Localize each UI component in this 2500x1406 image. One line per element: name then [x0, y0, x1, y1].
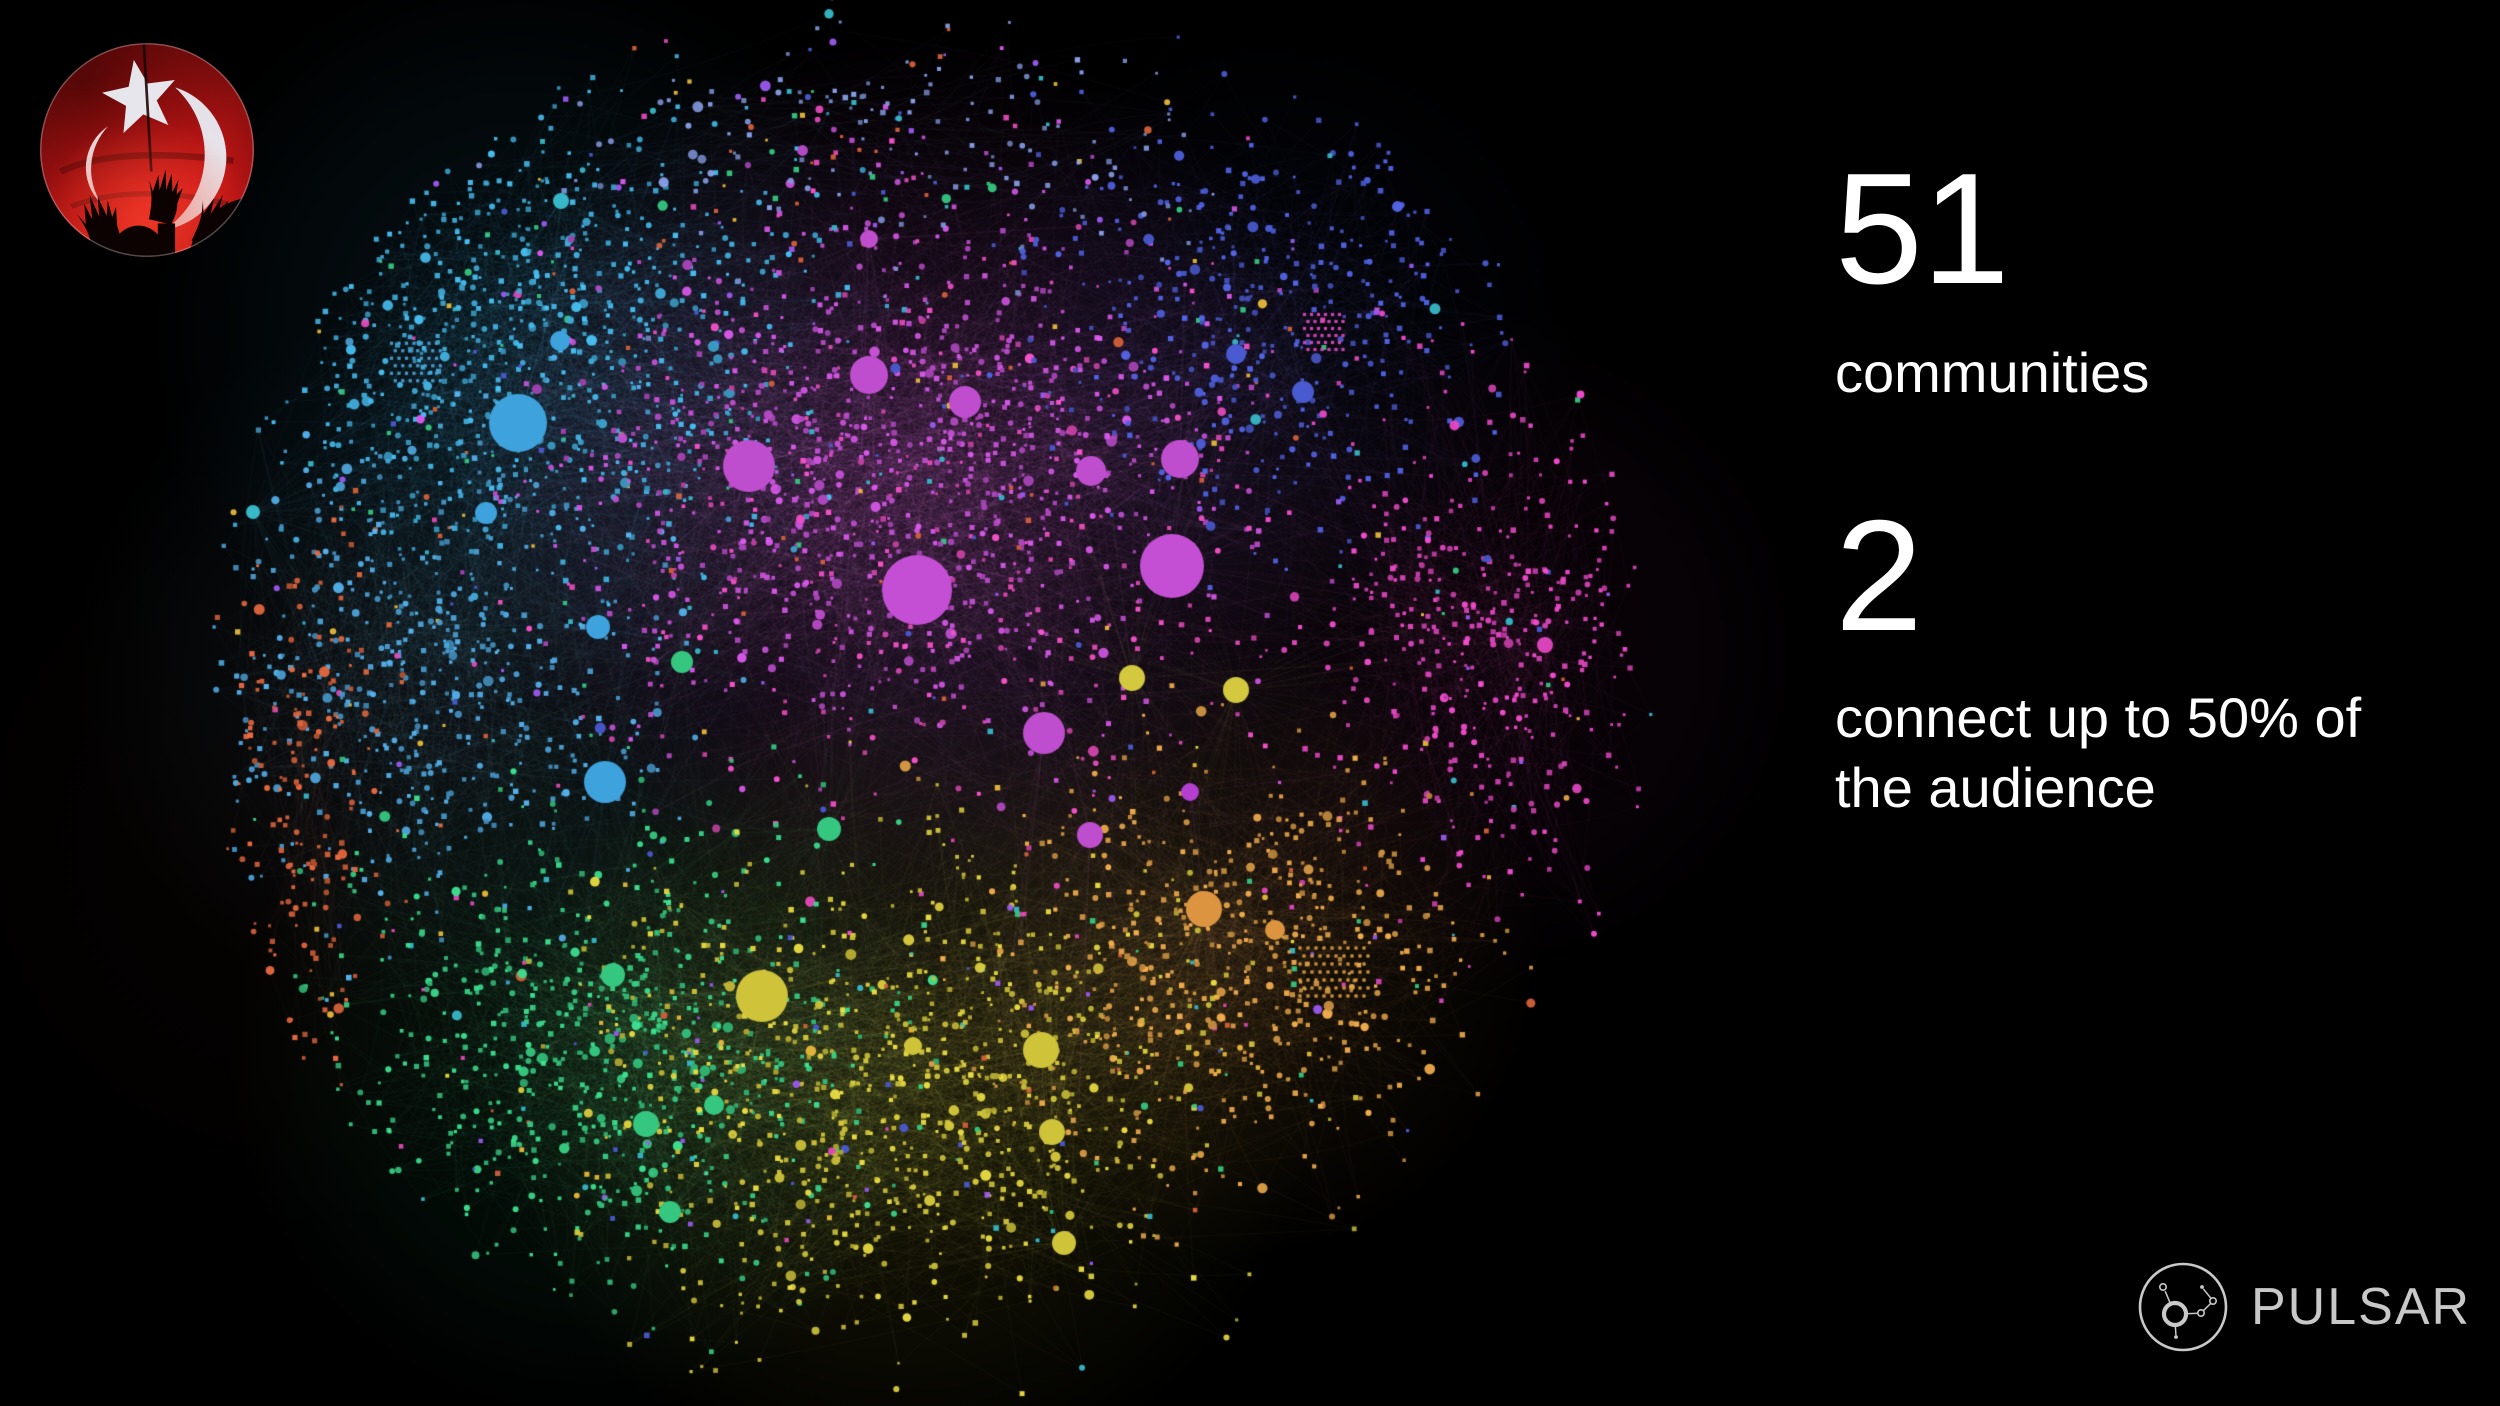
connector-count: 2: [1835, 487, 1923, 664]
communities-label: communities: [1835, 341, 2150, 404]
brand-logo: PULSAR: [2137, 1261, 2471, 1353]
turkish-flag-photo-icon: [40, 43, 254, 257]
pulsar-orbit-icon: [2138, 1262, 2228, 1352]
brand-wordmark: PULSAR: [2251, 1278, 2472, 1336]
profile-avatar: [40, 43, 254, 257]
connector-stat: 2 connect up to 50% of the audience: [1835, 497, 2395, 824]
stats-panel: 51 communities 2 connect up to 50% of th…: [1835, 150, 2395, 824]
communities-count: 51: [1835, 141, 2010, 317]
connector-label: connect up to 50% of the audience: [1835, 685, 2362, 820]
